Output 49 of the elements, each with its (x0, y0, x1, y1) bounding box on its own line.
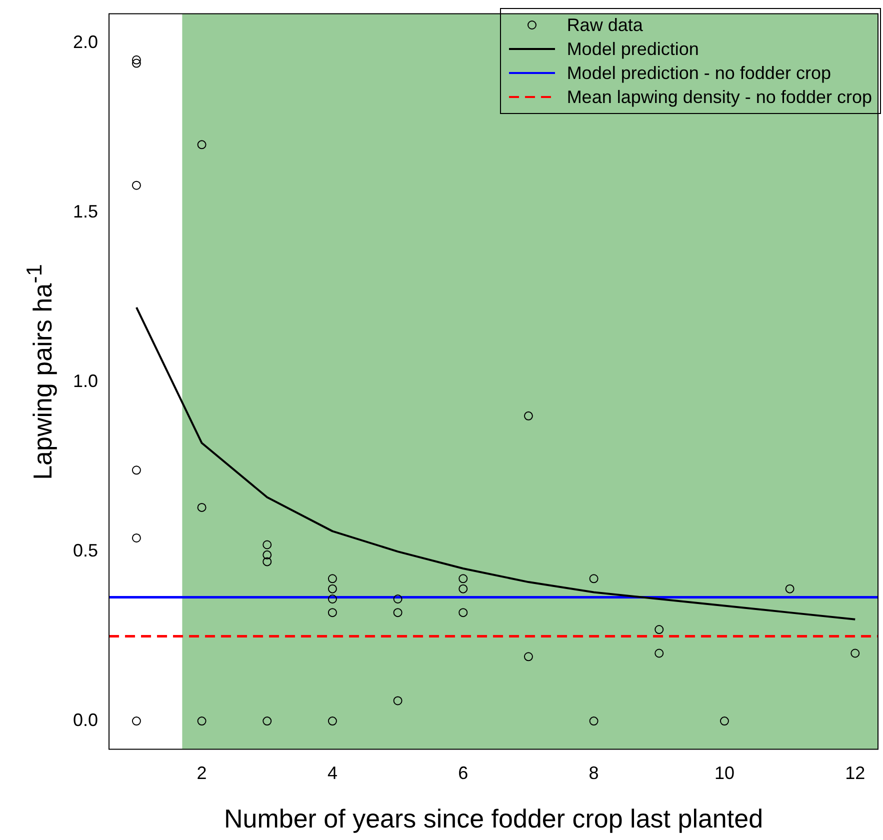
x-tick-label: 10 (714, 762, 734, 783)
point (132, 533, 141, 542)
point (785, 584, 794, 594)
point (132, 58, 141, 68)
point (524, 411, 533, 420)
point (393, 594, 402, 604)
point (132, 466, 141, 475)
point (393, 608, 402, 618)
y-tick-label: 1.5 (72, 201, 98, 222)
legend-label: Model prediction (566, 38, 699, 60)
x-tick-label: 2 (196, 762, 207, 783)
y-tick-label: 1.0 (72, 370, 98, 391)
point (328, 594, 337, 604)
point (197, 502, 206, 512)
x-tick-label: 12 (845, 762, 866, 783)
point (654, 625, 664, 634)
legend-label: Raw data (566, 14, 643, 36)
point (328, 716, 337, 726)
point (262, 557, 272, 566)
point (197, 716, 206, 726)
x-tick-label: 4 (327, 762, 338, 783)
point (850, 648, 860, 658)
legend-label: Mean lapwing density - no fodder crop (566, 86, 872, 108)
point (328, 574, 337, 584)
x-tick-label: 8 (588, 762, 599, 783)
point (393, 696, 402, 706)
point (262, 550, 272, 560)
point (589, 574, 598, 584)
point (328, 608, 337, 618)
point (262, 540, 272, 550)
point (458, 608, 468, 618)
point (720, 716, 729, 726)
point (654, 648, 664, 658)
point (132, 55, 141, 64)
point (458, 574, 468, 584)
y-tick-label: 0.0 (72, 710, 98, 730)
point (458, 584, 468, 594)
y-tick-label: 0.5 (72, 540, 98, 560)
point (524, 652, 533, 662)
point (132, 716, 141, 726)
point (328, 584, 337, 594)
point (589, 716, 598, 726)
point (262, 716, 272, 726)
point (197, 140, 206, 150)
x-tick-label: 6 (458, 762, 468, 783)
point (132, 180, 141, 190)
y-tick-label: 2.0 (72, 32, 98, 52)
x-axis-title: Number of years since fodder crop last planted (224, 804, 764, 834)
legend-label: Model prediction - no fodder crop (566, 62, 831, 84)
